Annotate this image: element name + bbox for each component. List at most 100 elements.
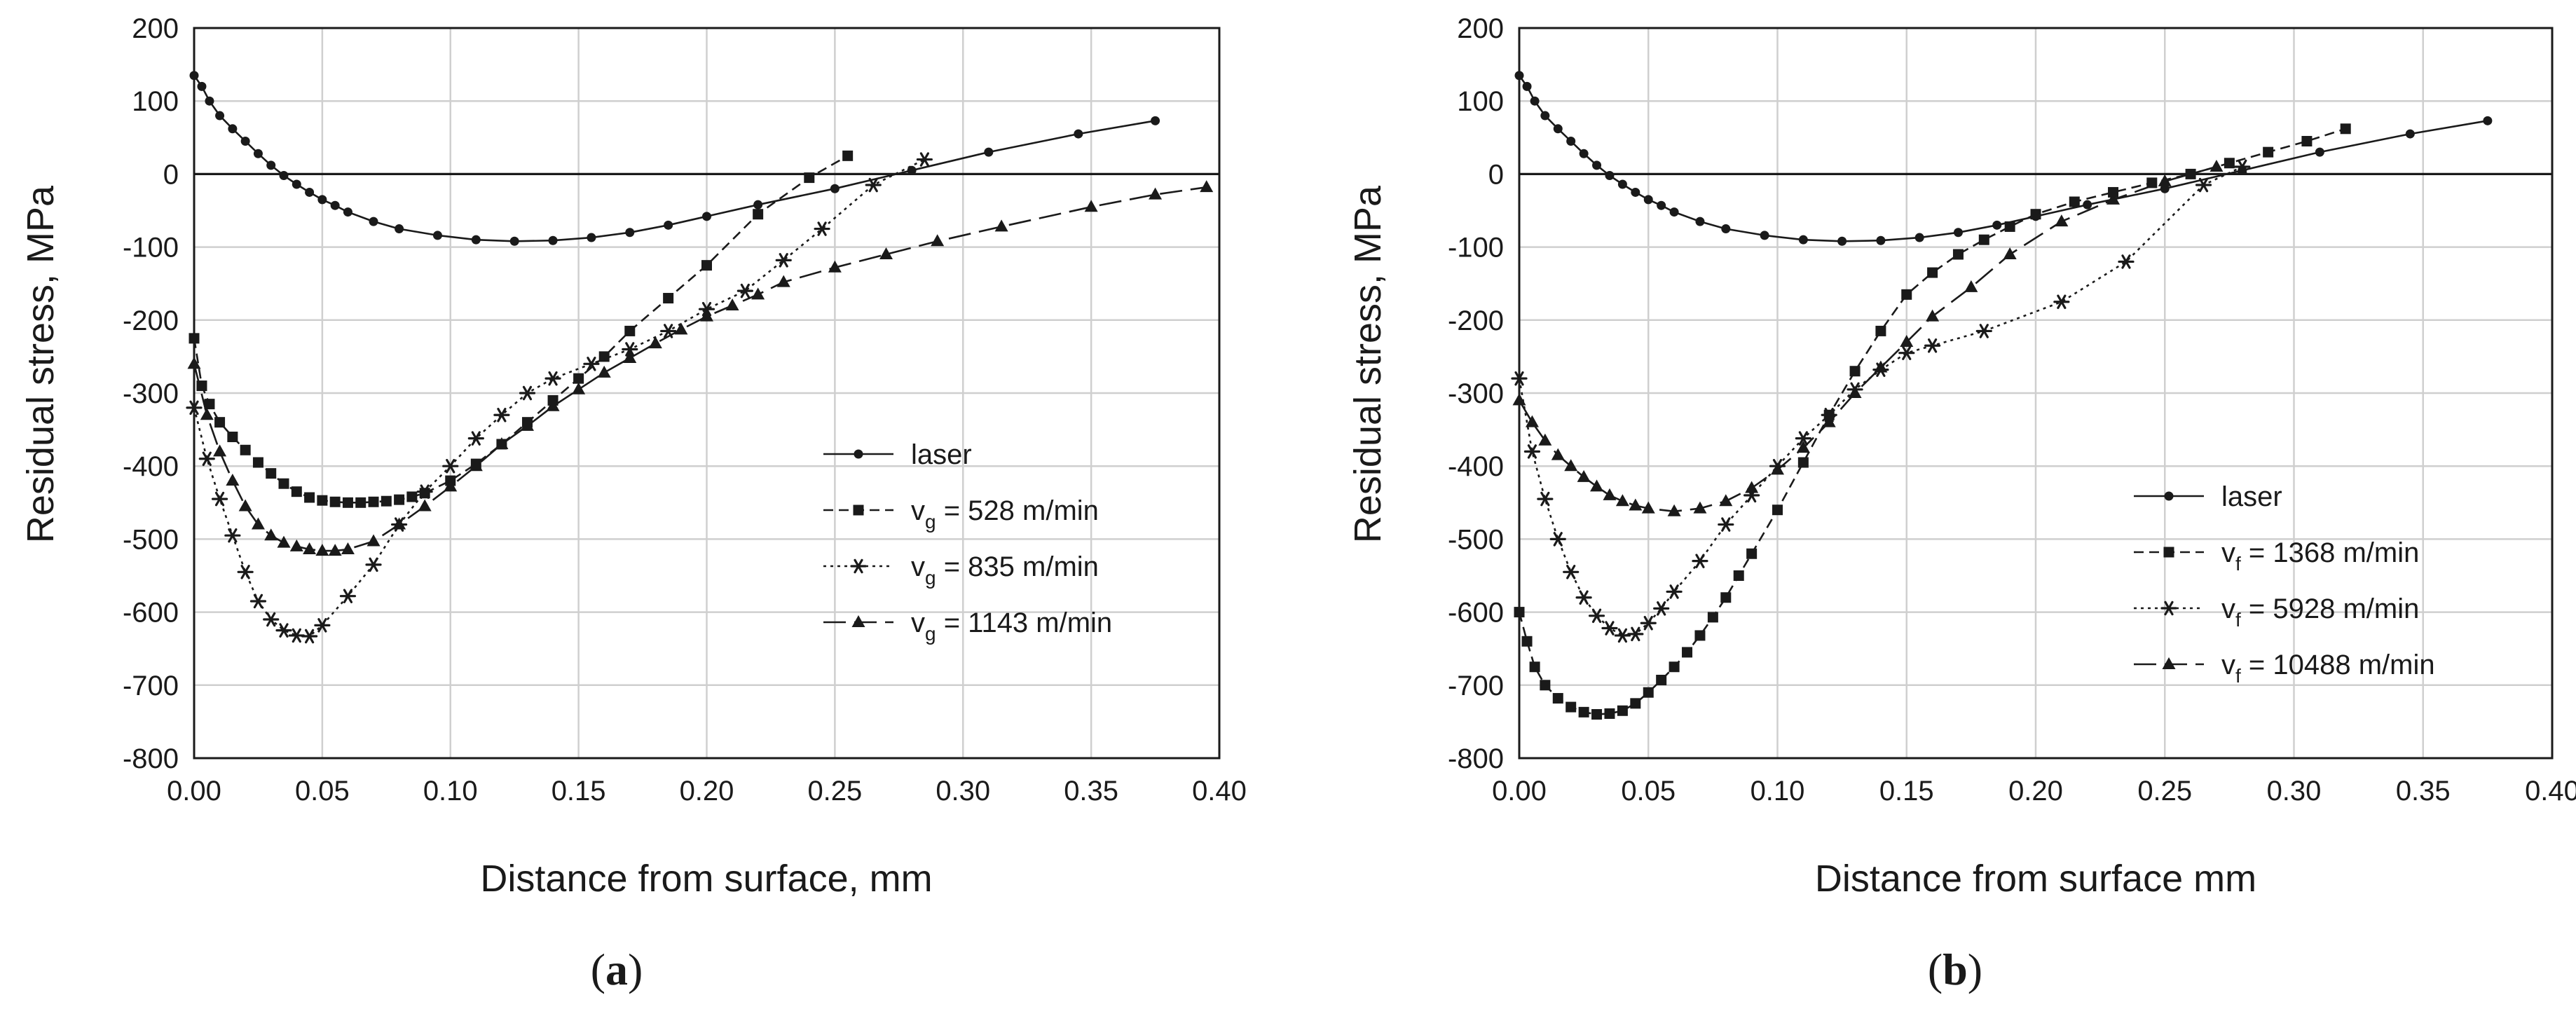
y-tick-label: -800	[1448, 743, 1504, 774]
panel-label-a: (a)	[591, 945, 643, 994]
series-laser	[1514, 71, 2493, 246]
data-point	[1837, 236, 1847, 246]
legend-entry-laser: laser	[823, 439, 972, 470]
data-point	[1605, 170, 1615, 180]
data-point	[751, 287, 765, 300]
y-axis-label: Residual stress, MPa	[20, 185, 62, 543]
data-point	[289, 539, 303, 551]
data-point	[343, 207, 352, 217]
series-vf-5928-m-min	[1511, 159, 2251, 643]
data-point	[305, 187, 315, 197]
data-point	[339, 589, 357, 603]
data-point	[291, 486, 302, 497]
legend-label: laser	[911, 439, 972, 470]
data-point	[737, 283, 753, 298]
data-point	[432, 231, 442, 240]
data-point	[1522, 81, 1532, 91]
data-point	[2340, 123, 2351, 135]
data-point	[1656, 675, 1667, 686]
data-point	[623, 350, 637, 363]
data-point	[2118, 254, 2135, 269]
data-point	[471, 235, 481, 245]
data-point	[211, 491, 228, 507]
data-point	[548, 235, 558, 245]
y-tick-label: -400	[123, 451, 179, 482]
data-point	[804, 172, 815, 184]
data-point	[660, 324, 677, 338]
legend-label: vg = 528 m/min	[911, 495, 1099, 533]
data-point	[1631, 187, 1640, 197]
data-point	[1512, 393, 1526, 406]
data-point	[304, 492, 315, 503]
chart-panel-b: -800-700-600-500-400-300-200-1000100200 …	[1347, 13, 2576, 994]
data-point	[266, 160, 276, 170]
data-point	[189, 333, 200, 344]
data-point	[1927, 267, 1938, 278]
data-point	[368, 496, 379, 507]
data-point	[1563, 565, 1580, 579]
y-tick-label: -200	[1448, 306, 1504, 336]
series-line	[193, 155, 849, 504]
data-point	[1578, 706, 1589, 718]
legend-entry-vf-5928-m-min: vf = 5928 m/min	[2134, 593, 2419, 631]
data-point	[1614, 628, 1631, 643]
legend-label: vf = 5928 m/min	[2221, 593, 2419, 631]
data-point	[317, 195, 327, 205]
data-point	[2263, 146, 2274, 158]
y-tick-label: 100	[132, 86, 179, 117]
y-tick-label: -400	[1448, 451, 1504, 482]
data-point	[572, 382, 586, 394]
data-point	[663, 293, 674, 304]
legend-label: laser	[2221, 481, 2282, 512]
data-point	[381, 495, 392, 507]
data-point	[355, 497, 366, 508]
plot-area-border	[1518, 27, 2554, 760]
x-tick-label: 0.25	[807, 776, 862, 806]
series-group	[186, 71, 1214, 644]
legend-entry-vg-835-m-min: vg = 835 m/min	[823, 551, 1099, 589]
data-point	[1719, 494, 1733, 507]
legend-marker	[853, 504, 864, 516]
data-point	[1074, 129, 1083, 139]
y-tick-label: -200	[123, 306, 179, 336]
legend-entry-vg-1143-m-min: vg = 1143 m/min	[823, 608, 1112, 645]
data-point	[1566, 137, 1576, 146]
x-tick-label: 0.10	[423, 776, 478, 806]
x-tick-label: 0.00	[167, 776, 221, 806]
data-point	[1617, 705, 1628, 716]
data-point	[587, 233, 596, 242]
data-point	[1733, 570, 1744, 581]
data-point	[664, 220, 673, 230]
panel-label-a-letter: a	[605, 945, 628, 994]
data-point	[2315, 147, 2324, 157]
y-tick-label: -800	[123, 743, 179, 774]
data-point	[1682, 647, 1693, 658]
data-point	[1746, 548, 1758, 559]
series-vg-1143-m-min	[187, 180, 1214, 556]
y-tick-label: 0	[1488, 159, 1504, 190]
y-tick-label: -100	[1448, 233, 1504, 263]
y-tick-labels: -800 -700 -600 -500 -400 -300 -200 -100 0 100 200	[123, 13, 179, 774]
data-point	[1975, 324, 1992, 338]
panel-label-b-letter: b	[1943, 945, 1968, 994]
data-point	[264, 528, 278, 541]
data-point	[292, 179, 301, 189]
data-point	[544, 371, 561, 386]
data-point	[775, 253, 792, 268]
data-point	[317, 495, 328, 506]
data-point	[1692, 554, 1708, 568]
data-point	[1643, 195, 1653, 205]
data-point	[1577, 469, 1591, 482]
x-tick-labels: 0.00 0.05 0.10 0.15 0.20 0.25 0.30 0.35 0.40	[167, 776, 1247, 806]
data-point	[509, 236, 519, 246]
data-point	[1914, 233, 1924, 242]
data-point	[2030, 209, 2041, 220]
data-point	[301, 629, 318, 644]
data-point	[1718, 517, 1734, 532]
legend: laser vf = 1368 m/min vf = 5928 m/min vf = …	[2134, 481, 2435, 687]
series-vf-10488-m-min	[1512, 159, 2224, 516]
data-point	[197, 81, 207, 91]
y-tick-label: 100	[1457, 86, 1504, 117]
data-point	[1521, 636, 1533, 647]
data-point	[369, 217, 378, 226]
